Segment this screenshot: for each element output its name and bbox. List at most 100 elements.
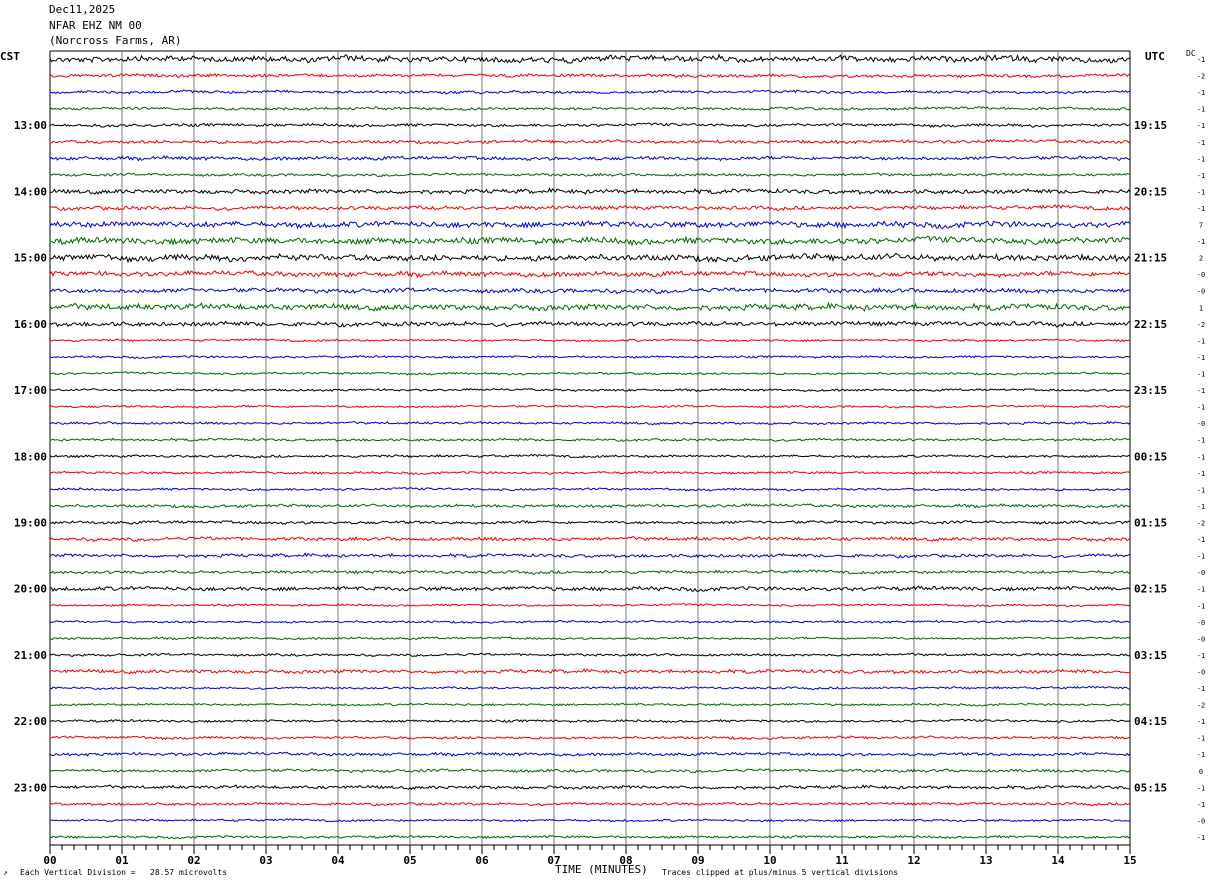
seismic-trace bbox=[49, 269, 1131, 279]
left-hour-label: 17:00 bbox=[14, 384, 47, 397]
seismic-trace bbox=[49, 818, 1131, 823]
dc-offset-label: -1 bbox=[1197, 751, 1205, 759]
seismic-trace bbox=[49, 569, 1131, 575]
seismic-trace bbox=[49, 155, 1131, 162]
seismic-trace bbox=[49, 106, 1131, 112]
left-hour-label: 14:00 bbox=[14, 185, 47, 198]
x-tick-label: 13 bbox=[979, 854, 992, 867]
seismic-trace bbox=[49, 89, 1131, 95]
x-tick-label: 09 bbox=[691, 854, 704, 867]
seismic-trace bbox=[49, 834, 1131, 840]
right-hour-label: 01:15 bbox=[1134, 516, 1167, 529]
x-tick-label: 05 bbox=[403, 854, 416, 867]
seismic-trace bbox=[49, 187, 1131, 195]
dc-offset-label: -0 bbox=[1197, 271, 1205, 279]
left-hour-label: 18:00 bbox=[14, 450, 47, 463]
station-code: NFAR EHZ NM 00 bbox=[49, 19, 142, 32]
x-tick-label: 01 bbox=[115, 854, 129, 867]
dc-offset-label: -1 bbox=[1197, 652, 1205, 660]
dc-offset-label: -1 bbox=[1197, 106, 1205, 114]
left-hour-label: 19:00 bbox=[14, 516, 47, 529]
dc-offset-label: -1 bbox=[1197, 834, 1205, 842]
left-hour-label: 21:00 bbox=[14, 649, 47, 662]
left-hour-label: 22:00 bbox=[14, 715, 47, 728]
seismic-trace bbox=[49, 487, 1131, 492]
plot-date: Dec11,2025 bbox=[49, 3, 116, 16]
seismic-trace bbox=[49, 204, 1131, 212]
left-hour-label: 16:00 bbox=[14, 318, 47, 331]
dc-offset-label: -2 bbox=[1197, 702, 1205, 710]
dc-offset-label: -2 bbox=[1197, 321, 1205, 329]
seismic-trace bbox=[49, 768, 1131, 774]
seismic-trace bbox=[49, 437, 1131, 442]
dc-offset-label: -1 bbox=[1197, 718, 1205, 726]
right-hour-label: 22:15 bbox=[1134, 318, 1167, 331]
dc-offset-label: -1 bbox=[1197, 801, 1205, 809]
seismic-trace bbox=[49, 636, 1131, 641]
dc-offset-label: -0 bbox=[1197, 288, 1205, 296]
seismic-trace bbox=[49, 619, 1131, 624]
clip-note: Traces clipped at plus/minus 5 vertical … bbox=[662, 868, 899, 877]
right-hour-label: 05:15 bbox=[1134, 781, 1167, 794]
seismic-trace bbox=[49, 387, 1131, 393]
dc-offset-label: -1 bbox=[1197, 122, 1205, 130]
dc-offset-label: -1 bbox=[1197, 89, 1205, 97]
seismic-trace bbox=[49, 287, 1131, 295]
seismic-trace bbox=[49, 420, 1131, 426]
dc-offset-label: -1 bbox=[1197, 602, 1205, 610]
seismic-trace bbox=[49, 735, 1131, 741]
right-hour-label: 21:15 bbox=[1134, 252, 1167, 265]
seismic-trace bbox=[49, 784, 1131, 791]
dc-offset-label: -1 bbox=[1197, 56, 1205, 64]
x-tick-label: 11 bbox=[835, 854, 849, 867]
dc-offset-label: -1 bbox=[1197, 586, 1205, 594]
right-hour-label: 04:15 bbox=[1134, 715, 1167, 728]
seismic-trace bbox=[49, 652, 1131, 658]
dc-offset-label: -2 bbox=[1197, 73, 1205, 81]
dc-offset-label: -0 bbox=[1197, 420, 1205, 428]
x-tick-label: 14 bbox=[1051, 854, 1065, 867]
dc-offset-label: -1 bbox=[1197, 453, 1205, 461]
seismic-trace bbox=[49, 667, 1131, 675]
dc-offset-label: 1 bbox=[1199, 304, 1203, 312]
seismic-trace bbox=[49, 301, 1131, 313]
x-tick-label: 02 bbox=[187, 854, 200, 867]
seismic-trace bbox=[49, 585, 1131, 592]
dc-offset-label: -0 bbox=[1197, 619, 1205, 627]
dc-offset-label: -1 bbox=[1197, 205, 1205, 213]
dc-offset-label: -1 bbox=[1197, 784, 1205, 792]
dc-offset-label: -1 bbox=[1197, 371, 1205, 379]
seismic-trace bbox=[49, 235, 1131, 247]
scale-note: Each Vertical Division = 28.57 microvolt… bbox=[20, 868, 228, 877]
dc-offset-label: -1 bbox=[1197, 553, 1205, 561]
x-tick-label: 06 bbox=[475, 854, 489, 867]
right-hour-label: 02:15 bbox=[1134, 583, 1167, 596]
x-tick-label: 03 bbox=[259, 854, 272, 867]
dc-offset-label: -1 bbox=[1197, 735, 1205, 743]
dc-offset-label: -0 bbox=[1197, 668, 1205, 676]
seismic-trace bbox=[49, 535, 1131, 543]
dc-offset-label: -1 bbox=[1197, 155, 1205, 163]
seismic-trace bbox=[49, 801, 1131, 807]
seismic-trace bbox=[49, 453, 1131, 459]
dc-offset-label: -1 bbox=[1197, 188, 1205, 196]
dc-offset-label: 0 bbox=[1199, 768, 1203, 776]
seismic-trace bbox=[49, 685, 1131, 691]
seismic-trace bbox=[49, 718, 1131, 724]
seismic-trace bbox=[49, 338, 1131, 343]
seismic-trace bbox=[49, 751, 1131, 757]
left-hour-label: 15:00 bbox=[14, 252, 47, 265]
dc-offset-label: -1 bbox=[1197, 503, 1205, 511]
seismic-trace bbox=[49, 371, 1131, 376]
dc-offset-label: -1 bbox=[1197, 139, 1205, 147]
left-timezone-label: CST bbox=[0, 50, 20, 63]
dc-offset-label: 7 bbox=[1199, 222, 1203, 230]
x-tick-label: 08 bbox=[619, 854, 632, 867]
seismic-trace bbox=[49, 72, 1131, 79]
dc-offset-label: -0 bbox=[1197, 569, 1205, 577]
seismic-trace bbox=[49, 552, 1131, 559]
right-timezone-label: UTC bbox=[1145, 50, 1165, 63]
x-tick-label: 15 bbox=[1123, 854, 1136, 867]
seismic-trace bbox=[49, 354, 1131, 360]
